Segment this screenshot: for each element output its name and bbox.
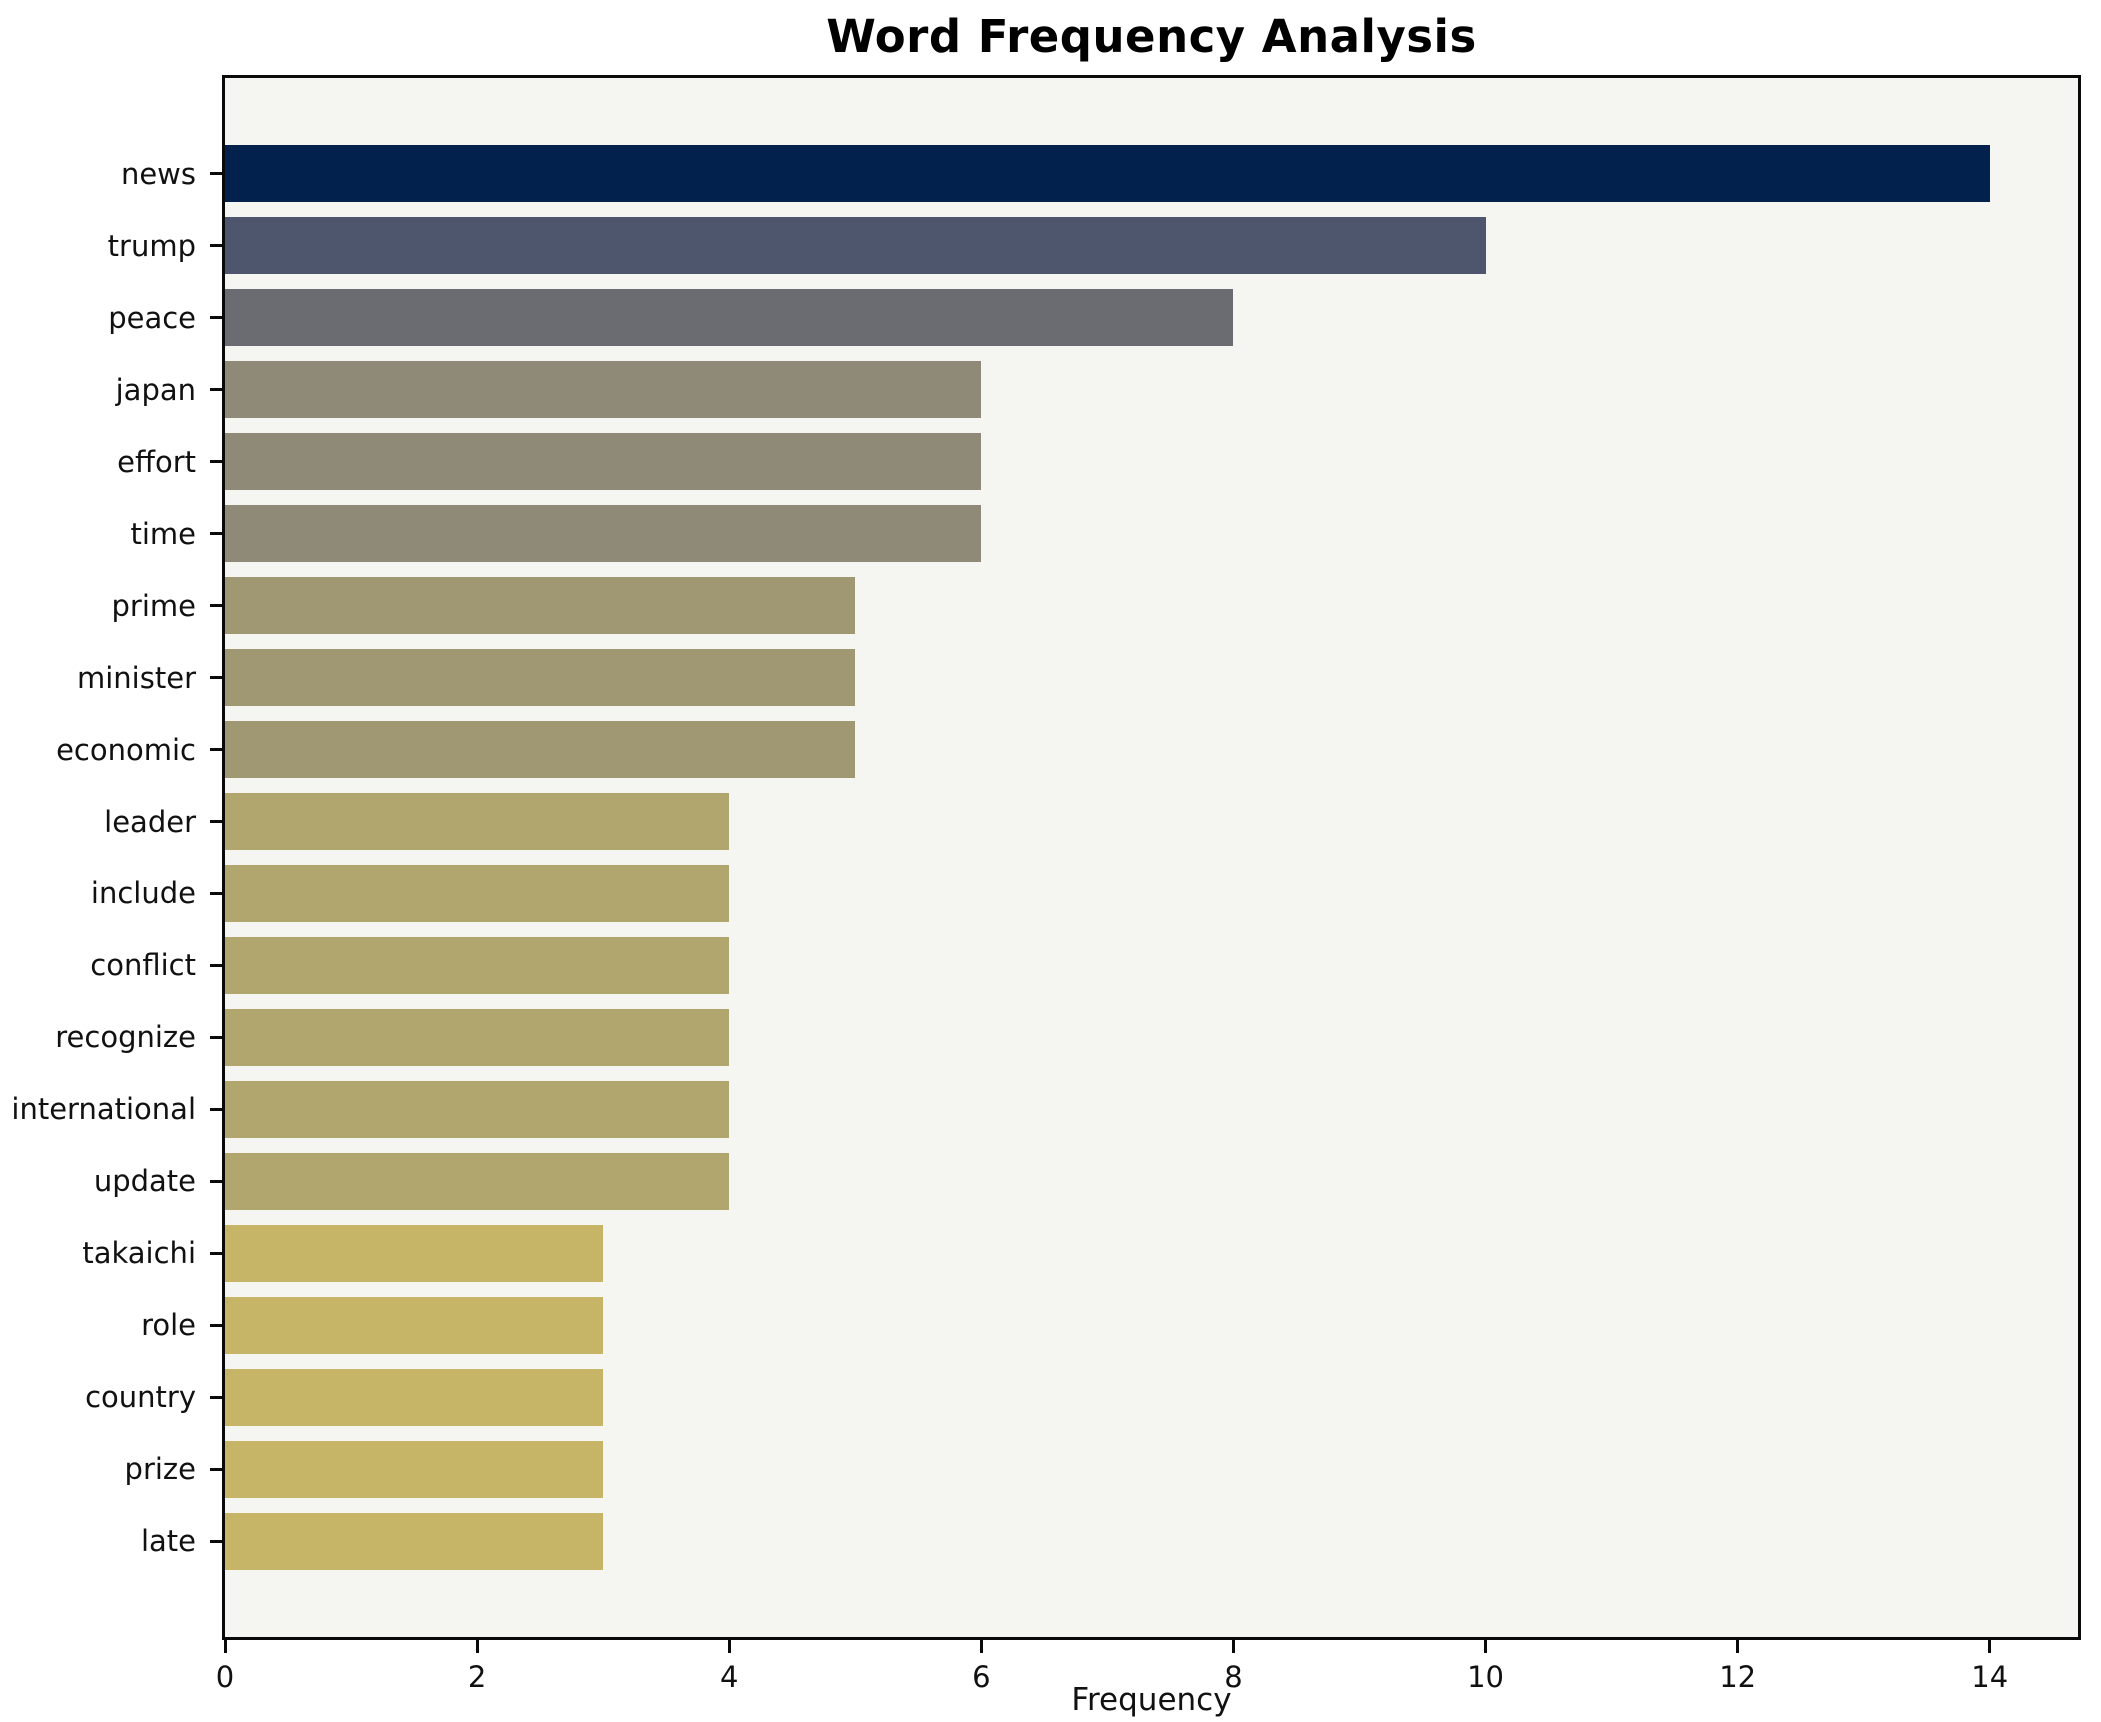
chart-title: Word Frequency Analysis (826, 10, 1477, 63)
y-axis-label: country (85, 1380, 196, 1415)
y-tick (210, 1323, 222, 1327)
bar (225, 361, 982, 419)
y-axis-label: time (130, 516, 196, 551)
x-tick (1988, 1640, 1992, 1653)
y-tick (210, 604, 222, 608)
bar (225, 433, 982, 491)
y-axis-label: minister (77, 660, 196, 695)
bar (225, 577, 856, 635)
x-tick-label: 4 (719, 1660, 739, 1694)
y-axis-label: news (120, 156, 196, 191)
x-tick (1484, 1640, 1488, 1653)
y-axis-label: leader (104, 804, 196, 839)
y-tick (210, 1395, 222, 1399)
bar (225, 145, 1990, 203)
y-axis-label: update (93, 1164, 196, 1199)
y-tick (210, 532, 222, 536)
x-tick (223, 1640, 227, 1653)
y-axis-label: include (90, 876, 196, 911)
plot-area (222, 75, 2081, 1640)
x-tick (475, 1640, 479, 1653)
bar (225, 217, 1486, 275)
x-axis-title: Frequency (1071, 1682, 1232, 1718)
y-axis-label: prize (124, 1452, 196, 1487)
y-axis-label: recognize (55, 1020, 196, 1055)
y-tick (210, 748, 222, 752)
y-tick (210, 963, 222, 967)
x-tick-label: 10 (1467, 1660, 1504, 1694)
x-tick-label: 8 (1224, 1660, 1243, 1694)
bar (225, 936, 730, 994)
bar (225, 1296, 604, 1354)
y-tick (210, 1179, 222, 1183)
y-tick (210, 676, 222, 680)
y-axis-label: economic (56, 732, 196, 767)
y-tick (210, 891, 222, 895)
x-tick-label: 0 (215, 1660, 235, 1694)
y-tick (210, 388, 222, 392)
y-axis-label: japan (115, 372, 196, 407)
bar (225, 1368, 604, 1426)
y-axis-label: effort (117, 444, 196, 479)
y-tick (210, 1107, 222, 1111)
x-tick (1736, 1640, 1740, 1653)
y-tick (210, 244, 222, 248)
y-tick (210, 460, 222, 464)
y-tick (210, 1539, 222, 1543)
y-tick (210, 172, 222, 176)
bar (225, 793, 730, 851)
bar (225, 505, 982, 563)
bar (225, 1224, 604, 1282)
y-tick (210, 1251, 222, 1255)
bar (225, 1152, 730, 1210)
y-axis-label: role (141, 1308, 196, 1343)
bar (225, 1512, 604, 1570)
y-axis-label: international (11, 1092, 196, 1127)
bar (225, 1008, 730, 1066)
plot-inner (225, 78, 2078, 1637)
y-axis-label: late (140, 1524, 196, 1559)
y-tick (210, 316, 222, 320)
bar (225, 1440, 604, 1498)
bar (225, 649, 856, 707)
x-tick (727, 1640, 731, 1653)
bar (225, 289, 1234, 347)
x-tick-label: 2 (467, 1660, 487, 1694)
bar (225, 864, 730, 922)
y-tick (210, 820, 222, 824)
x-tick (1231, 1640, 1235, 1653)
x-tick-label: 14 (1971, 1660, 2009, 1694)
bar (225, 721, 856, 779)
y-axis-label: prime (111, 588, 196, 623)
x-tick-label: 12 (1719, 1660, 1757, 1694)
y-axis-label: peace (108, 300, 196, 335)
y-tick (210, 1467, 222, 1471)
x-tick-label: 6 (972, 1660, 991, 1694)
y-axis-label: conflict (90, 948, 196, 983)
y-axis-label: trump (107, 228, 196, 263)
bar (225, 1080, 730, 1138)
y-tick (210, 1035, 222, 1039)
x-tick (979, 1640, 983, 1653)
y-axis-label: takaichi (82, 1236, 196, 1271)
